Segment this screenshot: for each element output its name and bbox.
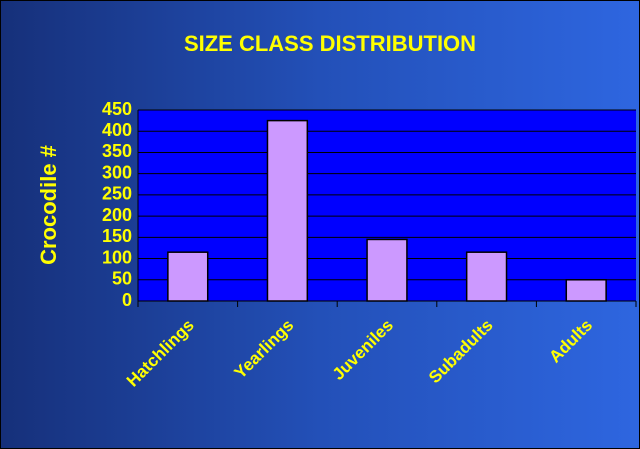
- bar: [266, 119, 309, 302]
- y-tick-label: 400: [102, 120, 132, 140]
- y-tick-label: 100: [102, 247, 132, 267]
- y-tick-label: 450: [102, 99, 132, 119]
- y-tick-label: 300: [102, 162, 132, 182]
- y-tick-label: 50: [112, 269, 132, 289]
- bar: [565, 279, 607, 302]
- chart-title: SIZE CLASS DISTRIBUTION: [184, 31, 476, 56]
- bar: [366, 238, 408, 302]
- y-axis-label: Crocodile #: [36, 145, 61, 265]
- bar: [465, 251, 508, 302]
- y-tick-label: 350: [102, 141, 132, 161]
- y-tick-label: 200: [102, 205, 132, 225]
- y-tick-label: 250: [102, 184, 132, 204]
- y-tick-label: 0: [122, 290, 132, 310]
- bar: [167, 251, 209, 302]
- y-tick-label: 150: [102, 226, 132, 246]
